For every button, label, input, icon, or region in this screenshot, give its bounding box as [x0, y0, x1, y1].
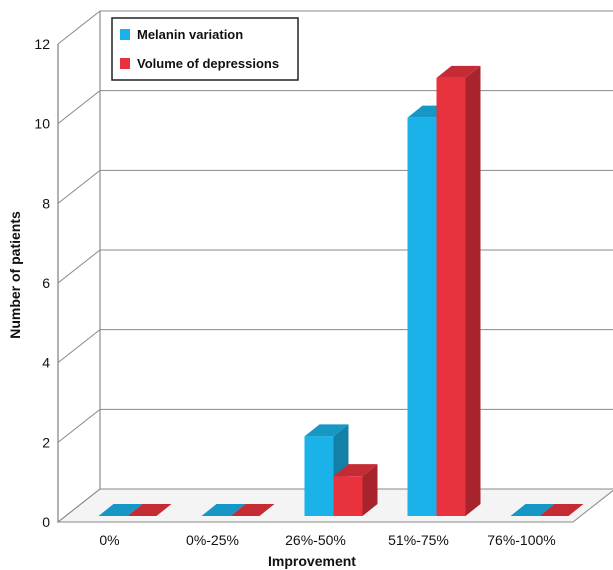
bar-top	[333, 464, 378, 477]
legend-swatch-melanin-variation	[120, 29, 130, 40]
bar-top	[127, 504, 172, 516]
y-tick-label: 2	[42, 434, 50, 450]
bar-front	[436, 77, 466, 516]
bar-front	[407, 117, 437, 517]
x-tick-label: 76%-100%	[487, 532, 556, 548]
y-tick-label: 12	[34, 36, 50, 52]
bar	[539, 504, 584, 516]
bar-side	[465, 65, 481, 516]
y-tick-label: 6	[42, 275, 50, 291]
legend: Melanin variation Volume of depressions	[111, 17, 299, 81]
bar-top	[304, 424, 349, 437]
bar-top	[510, 504, 555, 516]
gridline	[57, 10, 613, 45]
bar-top	[539, 504, 584, 516]
y-tick-label: 10	[34, 116, 50, 132]
bar	[201, 504, 246, 516]
bars	[98, 65, 584, 517]
bar-top	[201, 504, 246, 516]
gridline	[57, 169, 613, 204]
y-tick-labels: 0 2 4 6 8 10 12	[34, 36, 50, 530]
y-tick-label: 8	[42, 195, 50, 211]
x-tick-label: 0%-25%	[186, 532, 239, 548]
bar	[436, 65, 481, 516]
bar-front	[333, 476, 363, 516]
x-tick-label: 26%-50%	[285, 532, 346, 548]
legend-label-volume-of-depressions: Volume of depressions	[137, 56, 279, 71]
bar	[127, 504, 172, 516]
y-axis-title: Number of patients	[7, 211, 23, 339]
gridline	[57, 249, 613, 284]
bar	[230, 504, 275, 516]
x-tick-labels: 0% 0%-25% 26%-50% 51%-75% 76%-100%	[99, 532, 555, 548]
bar	[510, 504, 555, 516]
bar-top	[230, 504, 275, 516]
gridline	[57, 90, 613, 125]
x-axis-title: Improvement	[268, 553, 356, 569]
legend-box	[111, 17, 299, 81]
bar-side	[362, 464, 378, 516]
legend-label-melanin-variation: Melanin variation	[137, 27, 243, 42]
gridline	[57, 329, 613, 364]
y-tick-label: 0	[42, 514, 50, 530]
bar-top	[98, 504, 143, 516]
legend-swatch-volume-of-depressions	[120, 58, 130, 69]
x-tick-label: 0%	[99, 532, 119, 548]
bar	[333, 464, 378, 516]
x-tick-label: 51%-75%	[388, 532, 449, 548]
bar	[98, 504, 143, 516]
y-tick-label: 4	[42, 355, 50, 371]
bar-top	[436, 65, 481, 78]
bar-front	[304, 436, 334, 516]
